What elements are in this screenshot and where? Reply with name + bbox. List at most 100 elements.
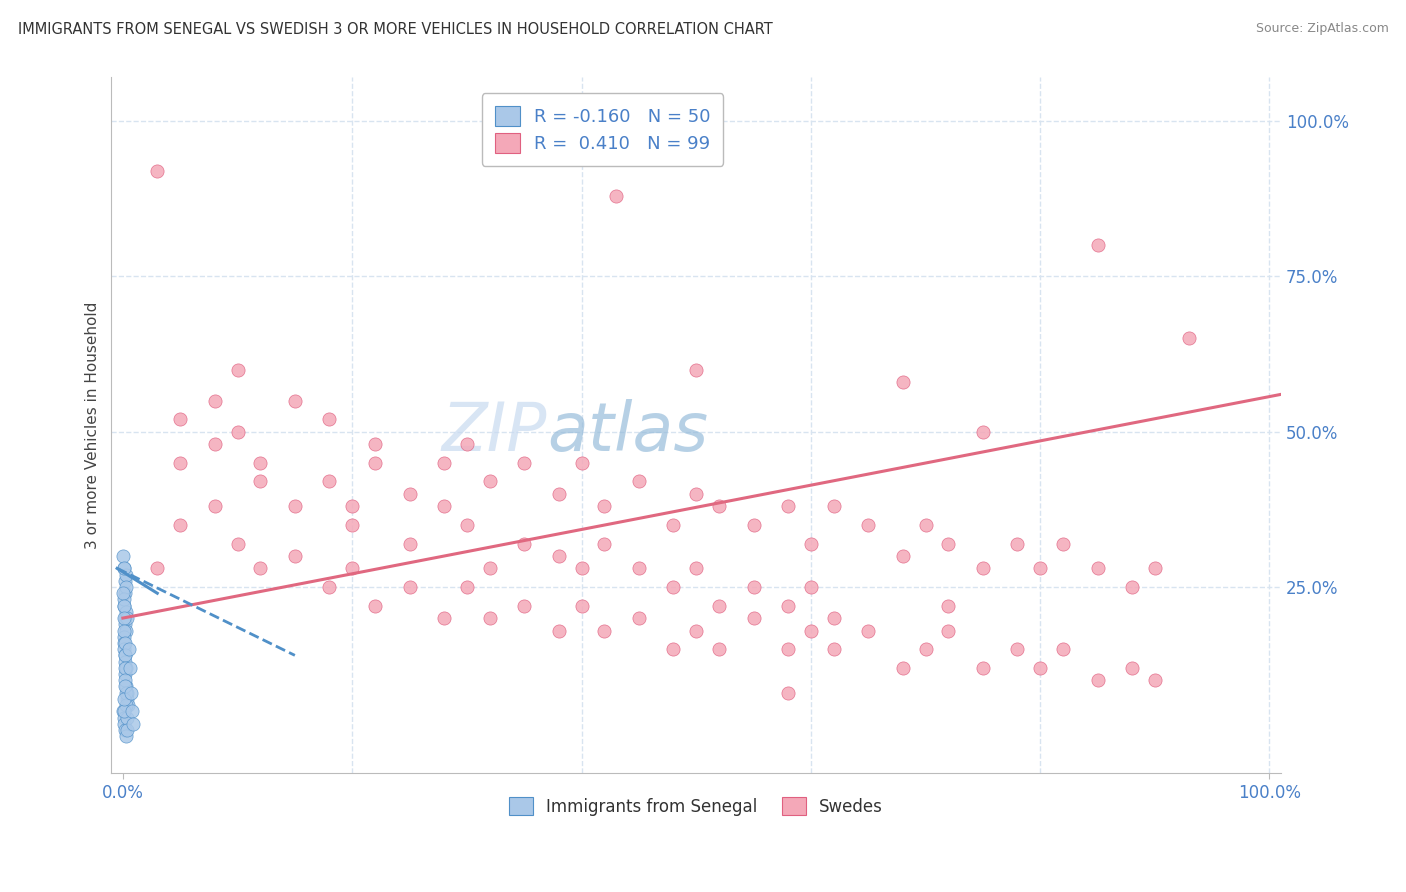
Point bbox=[1087, 238, 1109, 252]
Point bbox=[340, 561, 363, 575]
Point bbox=[114, 567, 136, 582]
Point bbox=[146, 561, 169, 575]
Point bbox=[122, 716, 145, 731]
Point bbox=[1178, 331, 1201, 345]
Point bbox=[823, 500, 845, 514]
Point bbox=[972, 661, 994, 675]
Point bbox=[169, 456, 191, 470]
Point bbox=[117, 698, 139, 712]
Point bbox=[1143, 561, 1166, 575]
Point bbox=[249, 456, 271, 470]
Point bbox=[547, 549, 569, 563]
Point bbox=[593, 536, 616, 550]
Point bbox=[1005, 536, 1028, 550]
Point bbox=[112, 642, 135, 657]
Point bbox=[776, 500, 799, 514]
Point bbox=[364, 456, 387, 470]
Point bbox=[662, 580, 685, 594]
Point bbox=[456, 437, 478, 451]
Point bbox=[340, 517, 363, 532]
Point bbox=[891, 549, 914, 563]
Point bbox=[707, 599, 730, 613]
Point bbox=[112, 716, 135, 731]
Text: Source: ZipAtlas.com: Source: ZipAtlas.com bbox=[1256, 22, 1389, 36]
Point bbox=[547, 487, 569, 501]
Point bbox=[114, 661, 136, 675]
Point bbox=[513, 536, 536, 550]
Point bbox=[1121, 580, 1143, 594]
Point bbox=[1052, 642, 1074, 657]
Point bbox=[112, 704, 135, 718]
Point bbox=[1121, 661, 1143, 675]
Point bbox=[115, 710, 138, 724]
Point bbox=[662, 517, 685, 532]
Point bbox=[114, 617, 136, 632]
Point bbox=[112, 691, 135, 706]
Point bbox=[627, 475, 650, 489]
Point bbox=[117, 723, 139, 737]
Point bbox=[662, 642, 685, 657]
Point bbox=[398, 536, 420, 550]
Point bbox=[742, 517, 765, 532]
Point bbox=[627, 561, 650, 575]
Point bbox=[571, 561, 593, 575]
Point bbox=[1029, 561, 1052, 575]
Point bbox=[593, 624, 616, 638]
Point bbox=[914, 642, 936, 657]
Point bbox=[112, 592, 135, 607]
Point bbox=[115, 680, 138, 694]
Point bbox=[972, 561, 994, 575]
Point bbox=[513, 599, 536, 613]
Point bbox=[707, 500, 730, 514]
Point bbox=[456, 580, 478, 594]
Point bbox=[1087, 561, 1109, 575]
Point bbox=[114, 636, 136, 650]
Point bbox=[112, 710, 135, 724]
Point bbox=[121, 704, 143, 718]
Point bbox=[112, 561, 135, 575]
Point bbox=[891, 375, 914, 389]
Point bbox=[776, 599, 799, 613]
Point bbox=[112, 704, 135, 718]
Point bbox=[800, 624, 823, 638]
Point bbox=[1005, 642, 1028, 657]
Point bbox=[112, 549, 135, 563]
Point bbox=[938, 624, 960, 638]
Point bbox=[433, 611, 456, 625]
Point bbox=[114, 729, 136, 743]
Point bbox=[117, 642, 139, 657]
Point bbox=[115, 686, 138, 700]
Y-axis label: 3 or more Vehicles in Household: 3 or more Vehicles in Household bbox=[86, 301, 100, 549]
Point bbox=[112, 630, 135, 644]
Point bbox=[478, 475, 501, 489]
Point bbox=[1087, 673, 1109, 688]
Point bbox=[685, 561, 707, 575]
Point bbox=[115, 686, 138, 700]
Point bbox=[112, 611, 135, 625]
Point bbox=[914, 517, 936, 532]
Point bbox=[114, 605, 136, 619]
Point bbox=[433, 456, 456, 470]
Point bbox=[112, 624, 135, 638]
Point bbox=[146, 163, 169, 178]
Point bbox=[972, 425, 994, 439]
Point bbox=[204, 437, 226, 451]
Point bbox=[226, 362, 249, 376]
Point bbox=[112, 599, 135, 613]
Point bbox=[547, 624, 569, 638]
Point bbox=[433, 500, 456, 514]
Point bbox=[685, 487, 707, 501]
Point bbox=[800, 536, 823, 550]
Point bbox=[114, 586, 136, 600]
Text: IMMIGRANTS FROM SENEGAL VS SWEDISH 3 OR MORE VEHICLES IN HOUSEHOLD CORRELATION C: IMMIGRANTS FROM SENEGAL VS SWEDISH 3 OR … bbox=[18, 22, 773, 37]
Point bbox=[112, 561, 135, 575]
Legend: Immigrants from Senegal, Swedes: Immigrants from Senegal, Swedes bbox=[501, 789, 891, 824]
Point bbox=[398, 580, 420, 594]
Point bbox=[169, 412, 191, 426]
Point bbox=[114, 574, 136, 588]
Point bbox=[114, 661, 136, 675]
Point bbox=[112, 599, 135, 613]
Point bbox=[114, 611, 136, 625]
Point bbox=[1052, 536, 1074, 550]
Point bbox=[169, 517, 191, 532]
